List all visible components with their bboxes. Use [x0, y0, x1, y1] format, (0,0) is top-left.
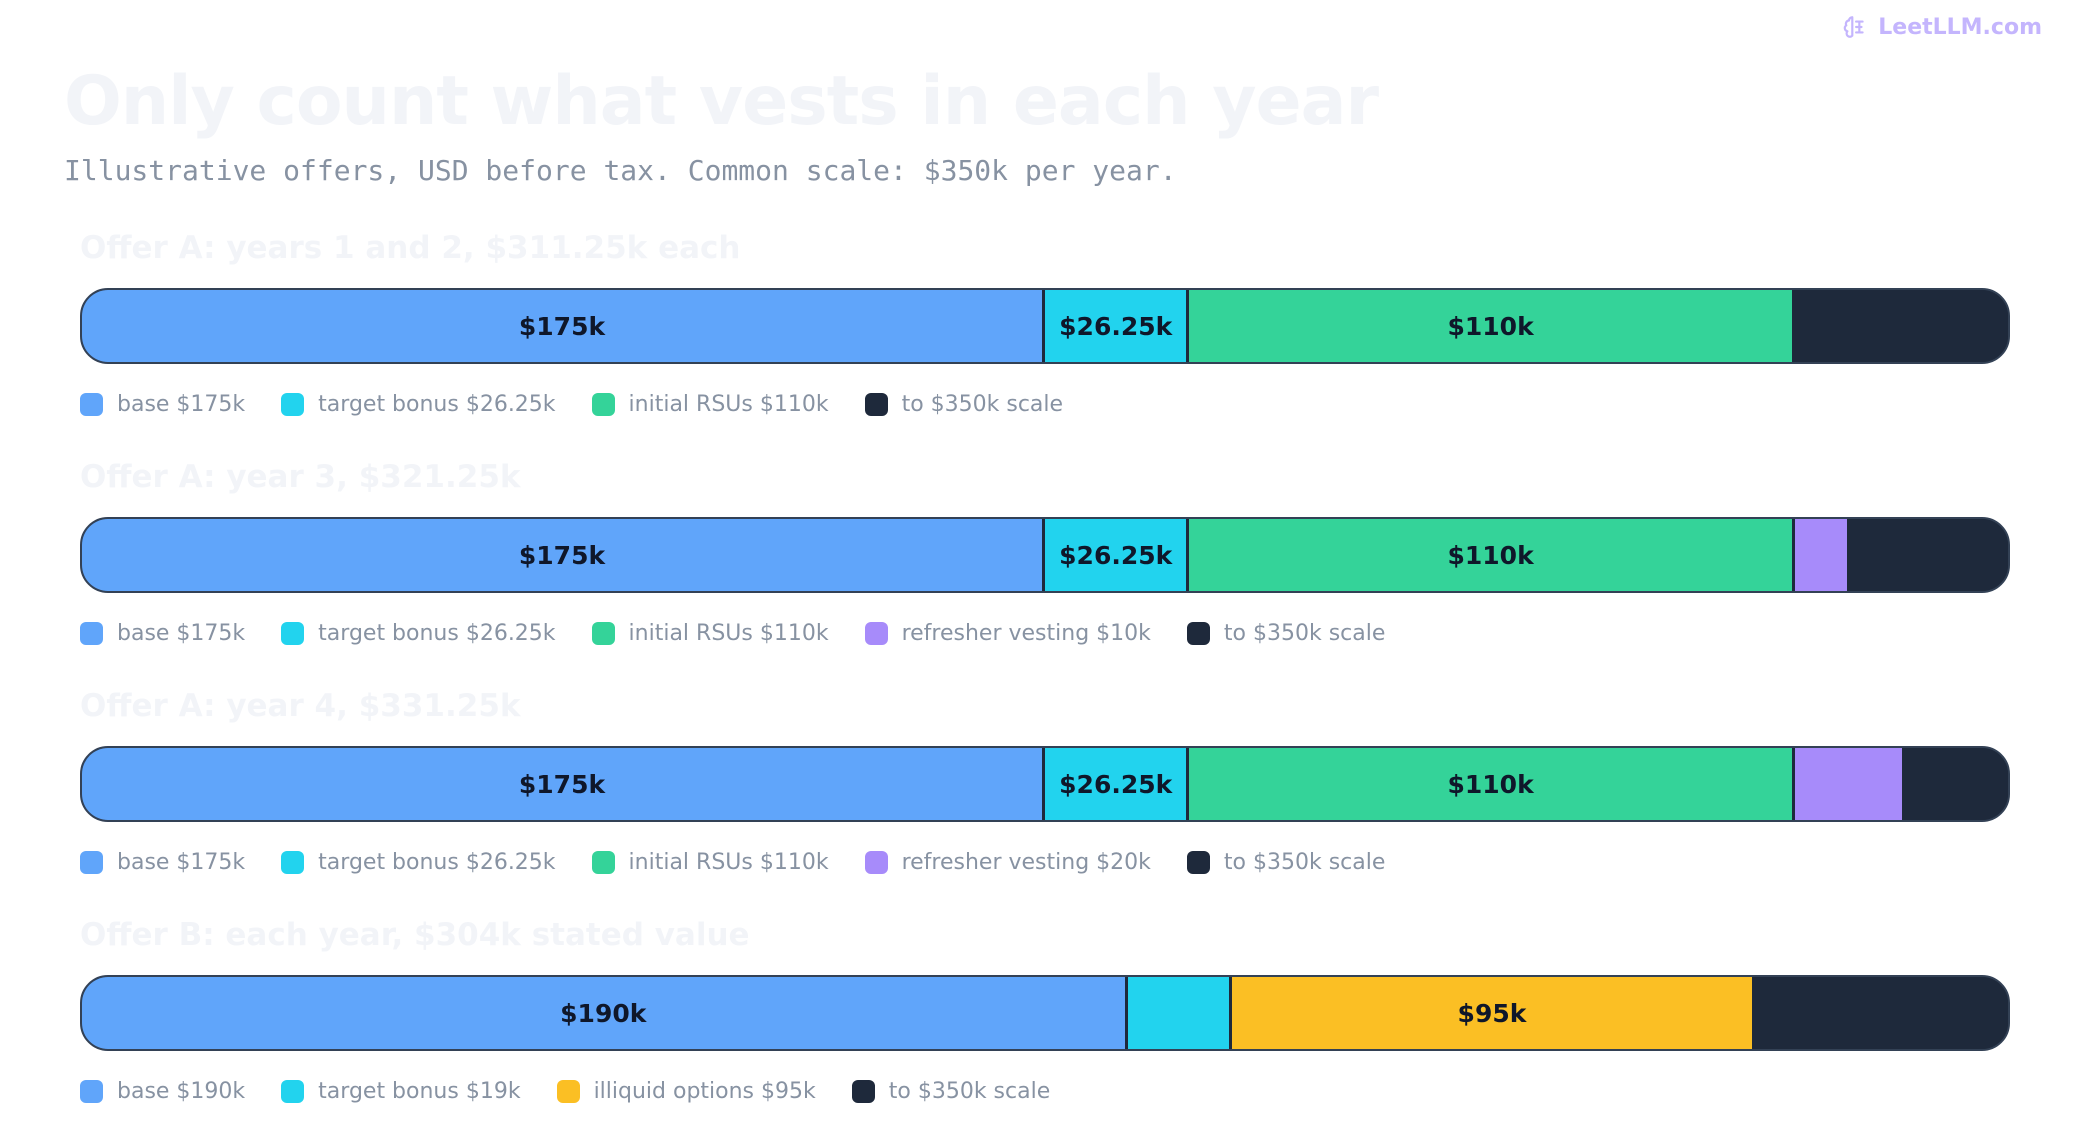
- legend-label: to $350k scale: [1223, 850, 1386, 875]
- legend-swatch: [864, 851, 888, 874]
- legend-label: to $350k scale: [888, 1079, 1051, 1104]
- legend-swatch: [281, 622, 305, 645]
- brain-icon: [1844, 16, 1864, 38]
- panel-title: Offer A: year 3, $321.25k: [80, 459, 521, 495]
- legend-item: target bonus $26.25k: [281, 850, 556, 875]
- legend-item: to $350k scale: [851, 1079, 1051, 1104]
- panel-title: Offer A: years 1 and 2, $311.25k each: [80, 230, 741, 266]
- legend-label: base $175k: [117, 850, 246, 875]
- legend-item: refresher vesting $10k: [864, 621, 1151, 646]
- offer-panel-2: Offer A: year 3, $321.25k $175k $26.25k $11…: [80, 459, 2010, 679]
- legend-item: illiquid options $95k: [556, 1079, 816, 1104]
- legend-swatch: [864, 393, 888, 416]
- legend-label: illiquid options $95k: [593, 1079, 816, 1104]
- bar-segment-target-bonus-26-25k: $26.25k: [1045, 748, 1190, 820]
- stacked-bar: $175k $26.25k $110k: [80, 288, 2010, 364]
- legend: base $190k target bonus $19k illiquid opti…: [80, 1079, 1050, 1104]
- legend-label: initial RSUs $110k: [628, 850, 829, 875]
- legend-swatch: [1186, 851, 1210, 874]
- bar-segment-target-bonus-26-25k: $26.25k: [1045, 290, 1190, 362]
- legend-label: target bonus $26.25k: [318, 621, 556, 646]
- panel-title: Offer B: each year, $304k stated value: [80, 917, 750, 953]
- legend-item: initial RSUs $110k: [591, 621, 829, 646]
- legend-label: refresher vesting $20k: [901, 850, 1151, 875]
- legend-label: base $190k: [117, 1079, 246, 1104]
- legend-swatch: [1186, 622, 1210, 645]
- bar-segment-refresher-vesting-20k: [1794, 748, 1905, 820]
- legend-swatch: [80, 622, 103, 645]
- stacked-bar: $175k $26.25k $110k: [80, 517, 2010, 593]
- legend-swatch: [281, 851, 305, 874]
- legend-label: base $175k: [117, 392, 246, 417]
- legend-swatch: [851, 1080, 875, 1103]
- legend-swatch: [591, 393, 615, 416]
- legend-swatch: [591, 622, 615, 645]
- legend-item: to $350k scale: [864, 392, 1064, 417]
- page-title: Only count what vests in each year: [64, 62, 1379, 141]
- legend-swatch: [864, 622, 888, 645]
- bar-segment-initial-rsus-110k: $110k: [1189, 290, 1795, 362]
- legend-label: target bonus $26.25k: [318, 392, 556, 417]
- legend-item: to $350k scale: [1186, 850, 1386, 875]
- legend-swatch: [281, 393, 305, 416]
- legend-label: target bonus $19k: [318, 1079, 521, 1104]
- bar-segment-base-175k: $175k: [82, 748, 1045, 820]
- bar-segment-target-bonus-26-25k: $26.25k: [1045, 519, 1190, 591]
- legend-swatch: [80, 851, 103, 874]
- panel-title: Offer A: year 4, $331.25k: [80, 688, 521, 724]
- offer-panel-1: Offer A: years 1 and 2, $311.25k each $17…: [80, 230, 2010, 450]
- legend: base $175k target bonus $26.25k initial RS…: [80, 850, 1385, 875]
- bar-segment-refresher-vesting-10k: [1794, 519, 1850, 591]
- offer-panel-3: Offer A: year 4, $331.25k $175k $26.25k $11…: [80, 688, 2010, 908]
- legend-label: initial RSUs $110k: [628, 392, 829, 417]
- stacked-bar: $175k $26.25k $110k: [80, 746, 2010, 822]
- bar-segment-to-350k-scale: [1849, 519, 2008, 591]
- legend-item: base $175k: [80, 392, 245, 417]
- legend-label: target bonus $26.25k: [318, 850, 556, 875]
- legend-item: target bonus $26.25k: [281, 392, 556, 417]
- bar-segment-initial-rsus-110k: $110k: [1189, 519, 1795, 591]
- bar-segment-target-bonus-19k: [1127, 977, 1233, 1049]
- legend-item: target bonus $19k: [281, 1079, 521, 1104]
- legend-swatch: [591, 851, 615, 874]
- legend-label: initial RSUs $110k: [628, 621, 829, 646]
- legend-item: initial RSUs $110k: [591, 392, 829, 417]
- legend-label: refresher vesting $10k: [901, 621, 1151, 646]
- legend-label: to $350k scale: [901, 392, 1064, 417]
- offer-panel-4: Offer B: each year, $304k stated value $1…: [80, 917, 2010, 1137]
- legend-item: refresher vesting $20k: [864, 850, 1151, 875]
- legend-swatch: [80, 393, 103, 416]
- legend-item: initial RSUs $110k: [591, 850, 829, 875]
- legend-swatch: [556, 1080, 580, 1103]
- page-subtitle: Illustrative offers, USD before tax. Com…: [64, 154, 1177, 187]
- bar-segment-illiquid-options-95k: $95k: [1232, 977, 1755, 1049]
- legend: base $175k target bonus $26.25k initial RS…: [80, 392, 1063, 417]
- bar-segment-base-175k: $175k: [82, 290, 1045, 362]
- bar-segment-to-350k-scale: [1904, 748, 2008, 820]
- legend-item: base $175k: [80, 621, 245, 646]
- stacked-bar: $190k $95k: [80, 975, 2010, 1051]
- legend-item: to $350k scale: [1186, 621, 1386, 646]
- legend: base $175k target bonus $26.25k initial RS…: [80, 621, 1385, 646]
- legend-label: to $350k scale: [1223, 621, 1386, 646]
- legend-swatch: [281, 1080, 305, 1103]
- bar-segment-initial-rsus-110k: $110k: [1189, 748, 1795, 820]
- legend-item: base $190k: [80, 1079, 245, 1104]
- bar-segment-base-190k: $190k: [82, 977, 1128, 1049]
- bar-segment-to-350k-scale: [1794, 290, 2008, 362]
- bar-segment-to-350k-scale: [1754, 977, 2008, 1049]
- brand-name: LeetLLM.com: [1878, 14, 2042, 40]
- legend-item: target bonus $26.25k: [281, 621, 556, 646]
- bar-segment-base-175k: $175k: [82, 519, 1045, 591]
- legend-item: base $175k: [80, 850, 245, 875]
- legend-swatch: [80, 1080, 103, 1103]
- brand-logo[interactable]: LeetLLM.com: [1842, 14, 2042, 40]
- legend-label: base $175k: [117, 621, 246, 646]
